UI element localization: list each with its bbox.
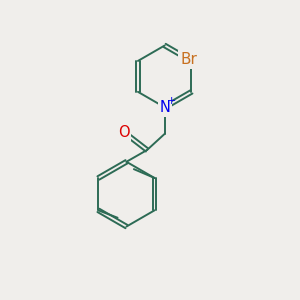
Text: Br: Br bbox=[180, 52, 197, 67]
Text: O: O bbox=[118, 125, 129, 140]
Text: +: + bbox=[167, 96, 176, 106]
Text: N: N bbox=[159, 100, 170, 115]
